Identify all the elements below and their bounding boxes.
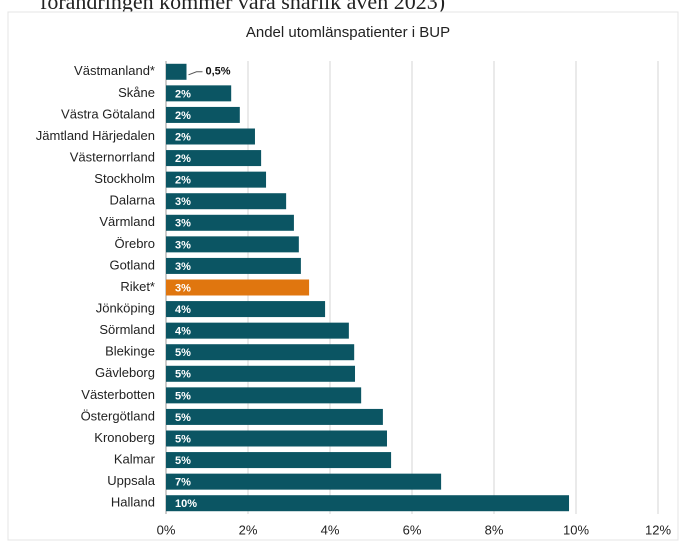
bar — [166, 408, 383, 425]
value-label: 5% — [175, 347, 191, 359]
y-tick-label: Värmland — [99, 214, 155, 229]
bar — [166, 63, 187, 80]
y-tick-label: Skåne — [118, 85, 155, 100]
y-tick-label: Västernorrland — [70, 150, 155, 165]
value-label: 2% — [175, 131, 191, 143]
bar — [166, 495, 570, 512]
value-label: 5% — [175, 390, 191, 402]
y-tick-label: Uppsala — [107, 473, 155, 488]
x-tick-label: 8% — [485, 522, 504, 537]
bar — [166, 452, 392, 469]
context-text: förändringen kommer vara snarlik även 20… — [40, 0, 445, 14]
value-label: 2% — [175, 153, 191, 165]
value-label: 3% — [175, 261, 191, 273]
value-label: 5% — [175, 455, 191, 467]
value-label: 5% — [175, 433, 191, 445]
value-label: 5% — [175, 369, 191, 381]
bar — [166, 150, 262, 167]
y-tick-label: Jönköping — [96, 301, 155, 316]
x-tick-label: 2% — [239, 522, 258, 537]
x-tick-label: 0% — [157, 522, 176, 537]
y-tick-label: Halland — [111, 495, 155, 510]
bar — [166, 193, 287, 210]
x-tick-label: 12% — [645, 522, 671, 537]
y-tick-label: Västra Götaland — [61, 106, 155, 121]
y-tick-label: Riket* — [120, 279, 155, 294]
bar — [166, 106, 240, 123]
bar — [166, 387, 362, 404]
bar — [166, 344, 355, 361]
chart-title: Andel utomlänspatienter i BUP — [246, 24, 450, 41]
value-label: 7% — [175, 477, 191, 489]
y-tick-label: Gotland — [109, 257, 155, 272]
y-tick-label: Gävleborg — [95, 365, 155, 380]
y-tick-label: Kronoberg — [94, 430, 155, 445]
y-tick-label: Blekinge — [105, 344, 155, 359]
bar — [166, 85, 232, 102]
y-tick-label: Östergötland — [81, 408, 155, 423]
value-label: 5% — [175, 412, 191, 424]
y-tick-label: Kalmar — [114, 452, 156, 467]
y-tick-label: Örebro — [115, 236, 155, 251]
value-label: 2% — [175, 175, 191, 187]
bar — [166, 236, 299, 253]
value-label: 3% — [175, 218, 191, 230]
x-tick-label: 6% — [403, 522, 422, 537]
y-tick-label: Sörmland — [99, 322, 155, 337]
value-label: 10% — [175, 498, 197, 510]
value-label: 4% — [175, 304, 191, 316]
bar — [166, 430, 387, 447]
value-label: 4% — [175, 326, 191, 338]
y-tick-label: Jämtland Härjedalen — [36, 128, 155, 143]
value-label: 2% — [175, 88, 191, 100]
leader-line — [188, 71, 203, 76]
y-tick-label: Västerbotten — [81, 387, 155, 402]
bar — [166, 171, 267, 188]
x-tick-label: 10% — [563, 522, 589, 537]
value-label: 0,5% — [206, 66, 231, 78]
bar — [166, 301, 326, 318]
bar — [166, 279, 310, 296]
bar — [166, 257, 301, 274]
chart-panel — [7, 11, 679, 541]
y-tick-label: Dalarna — [109, 193, 155, 208]
bar — [166, 128, 255, 145]
value-label: 2% — [175, 110, 191, 122]
value-label: 3% — [175, 282, 191, 294]
y-tick-label: Stockholm — [94, 171, 155, 186]
bar — [166, 214, 294, 231]
y-tick-label: Västmanland* — [74, 63, 155, 78]
bar — [166, 473, 442, 490]
value-label: 3% — [175, 196, 191, 208]
bar — [166, 365, 356, 382]
value-label: 3% — [175, 239, 191, 251]
x-tick-label: 4% — [321, 522, 340, 537]
bar — [166, 322, 349, 339]
